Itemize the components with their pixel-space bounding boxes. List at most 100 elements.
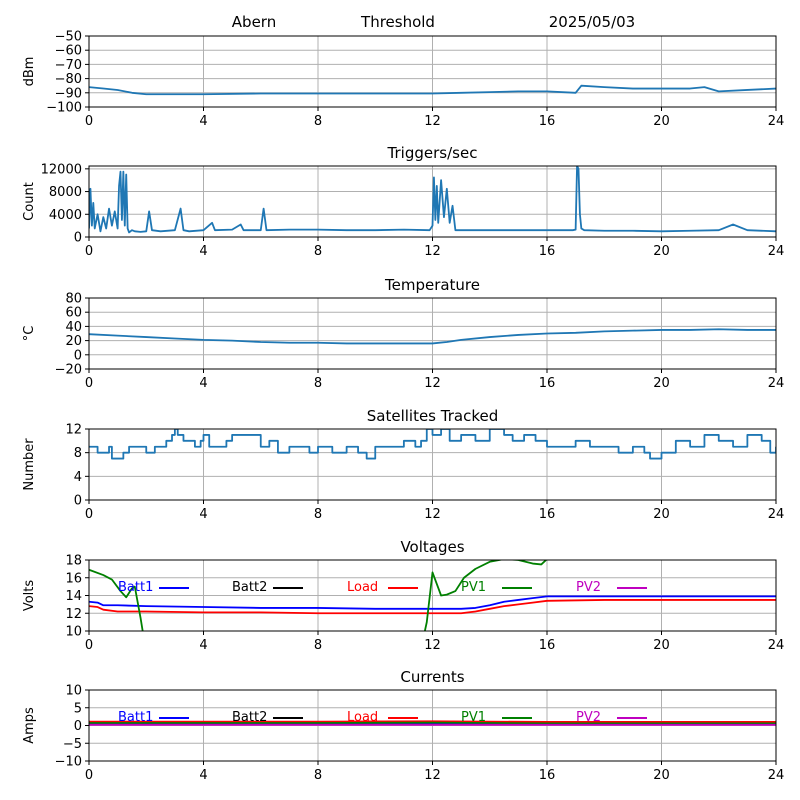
currents-xtick-label-6: 24 — [768, 768, 785, 783]
header-station: Abern — [232, 13, 276, 31]
voltages-ylabel: Volts — [22, 580, 37, 612]
currents-legend-pv2-label: PV2 — [576, 710, 601, 725]
temperature-xtick-label-1: 4 — [199, 376, 207, 391]
temperature-ytick-label-4: 0 — [74, 348, 82, 363]
temperature-ylabel: °C — [22, 326, 37, 342]
voltages-title: Voltages — [400, 538, 464, 556]
voltages-ytick-label-4: 10 — [65, 625, 82, 640]
threshold-ytick-label-3: −80 — [55, 72, 82, 87]
currents-legend-pv1-label: PV1 — [461, 710, 486, 725]
threshold-xtick-label-3: 12 — [424, 114, 441, 129]
satellites-xtick-label-0: 0 — [85, 507, 93, 522]
triggers-xtick-label-2: 8 — [314, 244, 322, 259]
triggers-xtick-label-5: 20 — [653, 244, 670, 259]
currents-ytick-label-3: −5 — [63, 737, 82, 752]
satellites-xtick-label-5: 20 — [653, 507, 670, 522]
temperature-axes-frame — [88, 297, 777, 370]
threshold-axes-frame — [88, 35, 777, 108]
threshold-ytick-label-0: −50 — [55, 30, 82, 45]
satellites-series-0-line — [89, 429, 776, 460]
temperature-ytick-label-1: 60 — [65, 306, 82, 321]
voltages-xtick-label-5: 20 — [653, 638, 670, 653]
temperature-xtick-label-4: 16 — [539, 376, 556, 391]
satellites-ytick-label-0: 0 — [74, 494, 82, 509]
threshold-xtick-label-2: 8 — [314, 114, 322, 129]
currents-xtick-label-3: 12 — [424, 768, 441, 783]
panel-currents: 0 4 8 12 16 20 24 10 5 0 −5 −10 Currents Amps Batt1 Bat… — [22, 668, 784, 783]
threshold-ytick-label-2: −70 — [55, 58, 82, 73]
triggers-series-0-line — [89, 166, 776, 234]
triggers-ytick-label-2: 8000 — [49, 185, 82, 200]
panel-threshold: 0 4 8 12 16 20 24 −50−60−70−80−90−100 dBm — [22, 30, 784, 130]
currents-xtick-label-0: 0 — [85, 768, 93, 783]
triggers-xtick-label-3: 12 — [424, 244, 441, 259]
voltages-legend-batt2-label: Batt2 — [232, 580, 267, 595]
satellites-xtick-label-2: 8 — [314, 507, 322, 522]
temperature-series-0-line — [89, 328, 776, 345]
header-date: 2025/05/03 — [549, 13, 635, 31]
satellites-title: Satellites Tracked — [367, 407, 498, 425]
triggers-ytick-label-3: 12000 — [41, 162, 82, 177]
satellites-xtick-label-3: 12 — [424, 507, 441, 522]
voltages-axes-frame — [88, 559, 777, 632]
satellites-ytick-label-1: 4 — [74, 470, 82, 485]
currents-ytick-label-1: 5 — [74, 701, 82, 716]
triggers-axes-frame — [88, 165, 777, 238]
currents-axes-frame — [88, 689, 777, 762]
voltages-legend-pv2-label: PV2 — [576, 580, 601, 595]
satellites-ytick-label-2: 8 — [74, 446, 82, 461]
currents-series-load-line — [89, 720, 776, 723]
threshold-ylabel: dBm — [22, 57, 37, 87]
temperature-xtick-label-2: 8 — [314, 376, 322, 391]
currents-ytick-label-4: −10 — [55, 755, 82, 770]
satellites-xtick-label-1: 4 — [199, 507, 207, 522]
currents-title: Currents — [400, 668, 464, 686]
currents-xtick-label-2: 8 — [314, 768, 322, 783]
triggers-ylabel: Count — [22, 182, 37, 221]
threshold-xtick-label-4: 16 — [539, 114, 556, 129]
temperature-ytick-label-2: 40 — [65, 320, 82, 335]
voltages-ytick-label-3: 12 — [65, 607, 82, 622]
voltages-xtick-label-1: 4 — [199, 638, 207, 653]
temperature-title: Temperature — [384, 276, 480, 294]
currents-xtick-label-5: 20 — [653, 768, 670, 783]
temperature-xtick-label-5: 20 — [653, 376, 670, 391]
triggers-ytick-label-1: 4000 — [49, 208, 82, 223]
voltages-legend-batt1-label: Batt1 — [118, 580, 153, 595]
threshold-series-0-line — [89, 84, 776, 96]
currents-legend-load-label: Load — [347, 710, 378, 725]
triggers-xtick-label-0: 0 — [85, 244, 93, 259]
temperature-ytick-label-3: 20 — [65, 334, 82, 349]
satellites-xtick-label-6: 24 — [768, 507, 785, 522]
temperature-xtick-label-6: 24 — [768, 376, 785, 391]
voltages-xtick-label-3: 12 — [424, 638, 441, 653]
voltages-xtick-label-0: 0 — [85, 638, 93, 653]
triggers-ytick-label-0: 0 — [74, 231, 82, 246]
threshold-ytick-label-4: −90 — [55, 86, 82, 101]
panel-triggers: 0 4 8 12 16 20 24 0 4000 8000 12000 Triggers/sec Cou… — [22, 144, 784, 259]
threshold-xtick-label-0: 0 — [85, 114, 93, 129]
currents-xtick-label-1: 4 — [199, 768, 207, 783]
threshold-ytick-label-1: −60 — [55, 44, 82, 59]
satellites-ylabel: Number — [22, 438, 37, 491]
threshold-xtick-label-5: 20 — [653, 114, 670, 129]
triggers-title: Triggers/sec — [387, 144, 478, 162]
panel-satellites: 0 4 8 12 16 20 24 0 4 8 12 Satellites Tracked Number — [22, 407, 784, 522]
satellites-xtick-label-4: 16 — [539, 507, 556, 522]
panel-voltages: 0 4 8 12 16 20 24 18 16 14 12 10 Voltages Volts Batt1 B… — [22, 538, 784, 653]
voltages-ytick-label-1: 16 — [65, 571, 82, 586]
triggers-xtick-label-4: 16 — [539, 244, 556, 259]
threshold-ytick-label-5: −100 — [46, 101, 82, 116]
voltages-ytick-label-0: 18 — [65, 554, 82, 569]
threshold-xtick-label-6: 24 — [768, 114, 785, 129]
voltages-series-load-line — [89, 599, 776, 615]
currents-ytick-label-0: 10 — [65, 684, 82, 699]
voltages-legend-pv1-label: PV1 — [461, 580, 486, 595]
voltages-xtick-label-2: 8 — [314, 638, 322, 653]
voltages-ytick-label-2: 14 — [65, 589, 82, 604]
voltages-series-batt1-line — [89, 595, 776, 610]
